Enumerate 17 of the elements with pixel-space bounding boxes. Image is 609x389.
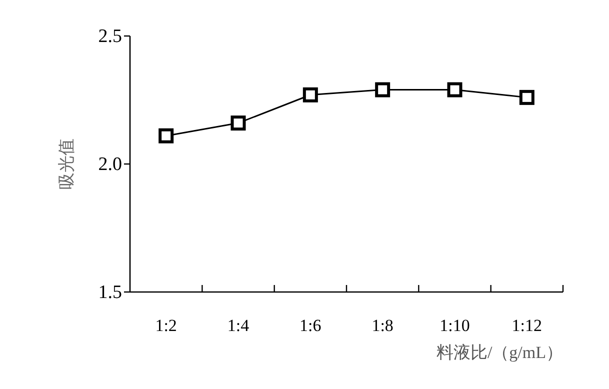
y-tick-label: 2.0 [98,154,122,175]
point [230,116,246,131]
x-tick-label: 1:6 [300,316,322,335]
point [519,90,534,105]
x-axis-title: 料液比/（g/mL） [436,343,563,362]
y-tick-label: 2.5 [98,26,122,47]
x-tick-label: 1:12 [512,316,542,335]
x-tick-label: 1:10 [440,316,470,335]
y-axis-title: 吸光值 [57,138,76,190]
x-tick-label: 1:2 [155,316,177,335]
y-tick-label: 1.5 [98,282,122,303]
x-tick-label: 1:4 [227,316,250,335]
point [158,128,174,144]
x-tick-label: 1:8 [372,316,394,335]
point [302,87,318,102]
point [375,82,390,98]
point [447,82,462,98]
